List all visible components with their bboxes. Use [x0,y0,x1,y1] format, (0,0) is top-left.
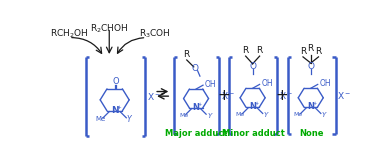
Text: Y: Y [207,113,211,119]
Text: Me: Me [235,113,245,118]
Text: Minor adduct: Minor adduct [222,129,285,138]
Text: Me: Me [96,116,106,122]
Text: OH: OH [204,80,216,89]
Text: RCH$_2$OH: RCH$_2$OH [50,28,89,40]
Text: R: R [257,46,263,55]
Text: N: N [249,102,256,111]
Text: +: + [116,105,121,110]
Text: R: R [184,50,190,59]
Text: X$^-$: X$^-$ [279,90,293,101]
Text: R: R [300,47,306,56]
Text: O: O [249,62,256,71]
Text: Y: Y [264,112,268,118]
Text: R$_3$COH: R$_3$COH [139,28,170,40]
Text: +: + [312,101,316,106]
Text: N: N [111,106,118,115]
Text: OH: OH [261,79,273,88]
Text: +: + [218,88,230,103]
Text: X$^-$: X$^-$ [221,90,235,101]
Text: X$^-$: X$^-$ [337,90,351,101]
Text: Major adduct: Major adduct [165,129,228,138]
Text: Me: Me [294,113,303,118]
Text: +: + [276,88,288,103]
Text: R: R [243,46,249,55]
Text: R$_2$CHOH: R$_2$CHOH [90,22,129,35]
Text: +: + [197,102,201,107]
Text: O: O [307,62,314,71]
Text: R: R [308,44,314,53]
Text: X$^-$: X$^-$ [147,91,161,102]
Text: R: R [315,47,322,56]
Text: None: None [299,129,324,138]
Text: N: N [192,103,200,112]
Text: Me: Me [179,113,188,118]
Text: O: O [192,64,199,73]
Text: +: + [254,101,258,106]
Text: OH: OH [319,79,331,88]
Text: N: N [307,102,314,111]
Text: O: O [112,77,119,86]
Text: Y: Y [322,112,326,118]
Text: Y: Y [126,115,131,124]
